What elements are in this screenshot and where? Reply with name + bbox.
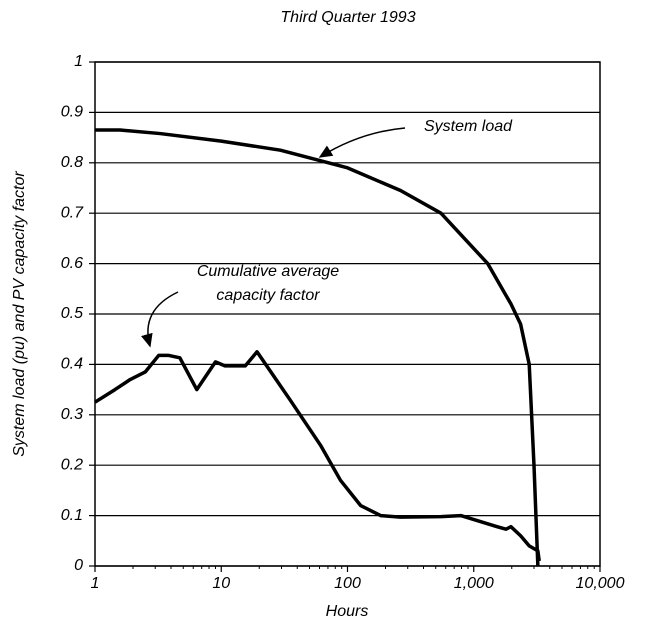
x-tick-label: 1,000 bbox=[454, 575, 494, 592]
y-tick-label: 0 bbox=[74, 557, 83, 574]
x-tick-label: 1 bbox=[91, 575, 100, 592]
y-tick-label: 0.6 bbox=[61, 255, 83, 272]
y-tick-label: 1 bbox=[74, 53, 83, 70]
line-series bbox=[94, 350, 541, 562]
chart-title: Third Quarter 1993 bbox=[280, 9, 415, 26]
annotation: capacity factor bbox=[216, 287, 320, 304]
plot-frame bbox=[94, 61, 601, 567]
annotation-arrow bbox=[318, 127, 406, 158]
y-tick-label: 0.3 bbox=[61, 406, 83, 423]
y-tick-label: 0.5 bbox=[61, 305, 83, 322]
y-tick-label: 0.4 bbox=[61, 356, 83, 373]
y-axis-label: System load (pu) and PV capacity factor bbox=[11, 171, 28, 457]
annotation: System load bbox=[424, 118, 513, 135]
y-tick-label: 0.8 bbox=[61, 154, 83, 171]
y-tick-label: 0.1 bbox=[61, 507, 83, 524]
x-tick-label: 10 bbox=[212, 575, 230, 592]
y-tick-label: 0.9 bbox=[61, 104, 83, 121]
annotation: Cumulative average bbox=[197, 263, 339, 280]
y-tick-label: 0.2 bbox=[61, 456, 83, 473]
x-tick-label: 100 bbox=[334, 575, 361, 592]
x-axis-label: Hours bbox=[326, 603, 369, 620]
annotation-arrow bbox=[141, 291, 179, 348]
x-tick-label: 10,000 bbox=[576, 575, 625, 592]
y-tick-label: 0.7 bbox=[61, 204, 84, 221]
line-series bbox=[95, 128, 540, 567]
